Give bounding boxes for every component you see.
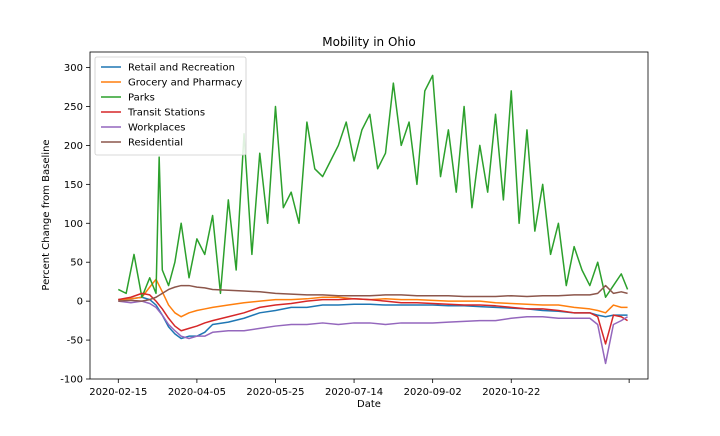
x-tick-label: 2020-09-02 bbox=[404, 387, 462, 398]
y-axis: -100 -50 0 50 100 150 200 250 300 bbox=[60, 63, 90, 386]
x-axis-title: Date bbox=[357, 399, 381, 410]
y-tick-label: 200 bbox=[64, 141, 83, 152]
y-tick-label: -50 bbox=[67, 336, 83, 347]
x-axis: 2020-02-15 2020-04-05 2020-05-25 2020-07-14… bbox=[89, 379, 630, 398]
legend-label: Grocery and Pharmacy bbox=[128, 78, 242, 89]
y-tick-label: 250 bbox=[64, 102, 83, 113]
legend-box bbox=[94, 56, 247, 156]
series-line-3 bbox=[117, 74, 629, 298]
legend-label: Workplaces bbox=[128, 123, 185, 134]
y-tick-label: 0 bbox=[77, 297, 83, 308]
x-tick-label: 2020-02-15 bbox=[89, 387, 147, 398]
legend: Retail and Recreation Grocery and Pharmac… bbox=[94, 56, 247, 156]
y-axis-title: Percent Change from Baseline bbox=[41, 139, 52, 290]
y-tick-label: 50 bbox=[70, 258, 83, 269]
y-tick-label: 300 bbox=[64, 63, 83, 74]
chart-title: Mobility in Ohio bbox=[322, 35, 415, 49]
x-tick-label: 2020-10-22 bbox=[482, 387, 540, 398]
series-line-6 bbox=[118, 284, 628, 302]
plot-frame bbox=[89, 51, 649, 380]
legend-label: Retail and Recreation bbox=[128, 63, 235, 74]
y-tick-label: -100 bbox=[60, 375, 83, 386]
series-line-4 bbox=[118, 292, 628, 345]
y-tick-label: 100 bbox=[64, 219, 83, 230]
legend-label: Parks bbox=[128, 93, 155, 104]
x-tick-label: 2020-05-25 bbox=[246, 387, 304, 398]
series-line-5 bbox=[118, 300, 628, 365]
legend-label: Residential bbox=[128, 138, 183, 149]
x-tick-label: 2020-07-14 bbox=[325, 387, 383, 398]
x-tick-label: 2020-04-05 bbox=[168, 387, 226, 398]
legend-label: Transit Stations bbox=[127, 108, 205, 119]
y-tick-label: 150 bbox=[64, 180, 83, 191]
series-line-2 bbox=[118, 278, 628, 318]
